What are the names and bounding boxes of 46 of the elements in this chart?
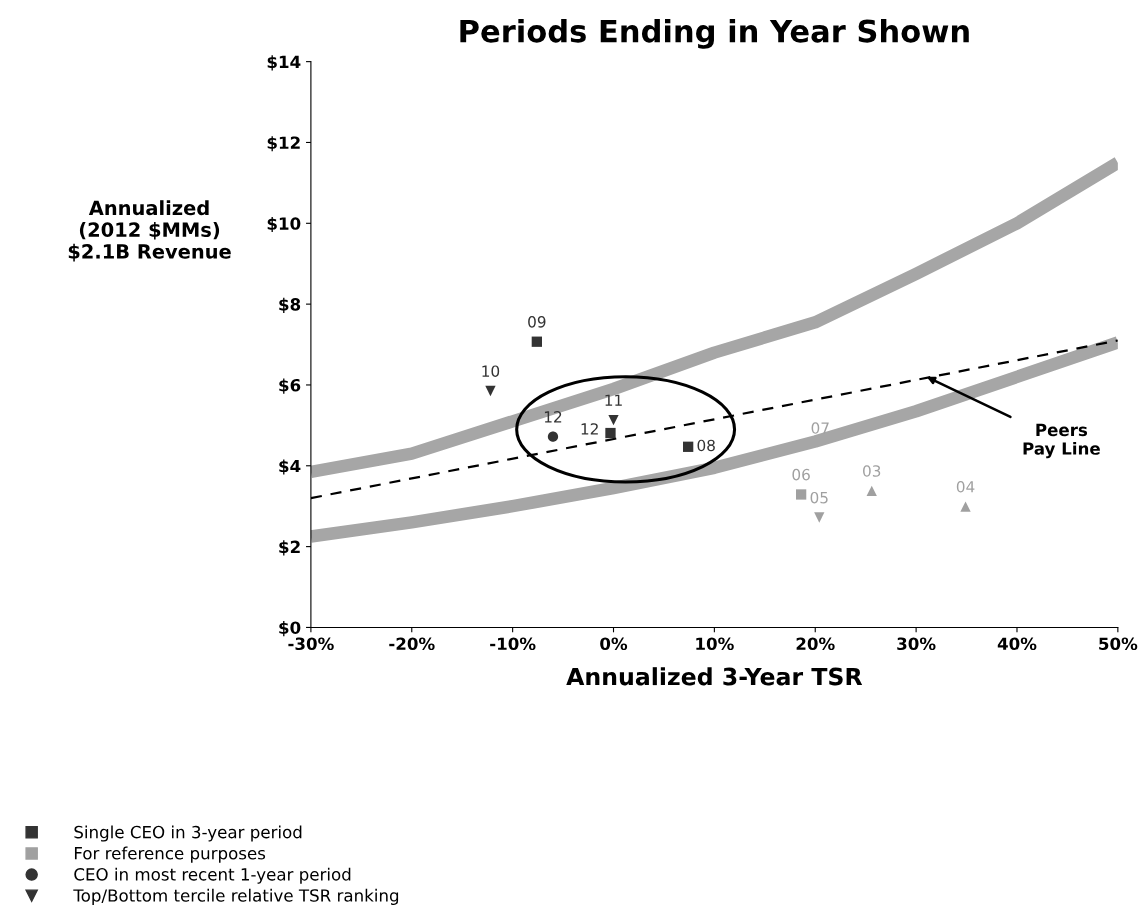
x-tick-label: -20% [389,637,435,651]
y-tick-label: $2 [279,540,300,556]
point [608,414,619,426]
annotation: 09 [528,316,546,328]
annotation: 11 [605,394,622,406]
y-tick-label: $8 [279,297,301,313]
point [547,431,559,442]
point [814,512,825,523]
annotation: 08 [697,439,715,452]
y-tick-label: $6 [279,378,301,394]
x-tick-label: -10% [490,637,536,651]
legend-label: CEO in most recent 1-year period [74,867,351,884]
x-tick-label: 20% [796,637,835,651]
legend-label: Top/Bottom tercile relative TSR ranking [73,888,399,905]
annotation: 03 [863,465,881,477]
point [531,336,542,347]
x-tick-label: 40% [997,637,1037,651]
y-tick-label: $10 [267,216,301,233]
annotation: 06 [792,468,810,481]
x-tick-label: 0% [600,637,628,651]
annotation: 10 [482,365,500,377]
chart-title: Periods Ending in Year Shown [460,18,969,49]
x-axis-title: Annualized 3-Year TSR [566,667,863,686]
point [795,489,807,500]
y-tick-label: $4 [279,459,301,475]
point [485,385,496,397]
annotation: 12 [581,423,598,435]
point [683,441,694,452]
annotation: 12 [544,411,562,423]
y-tick-label: $0 [279,621,301,637]
legend-label: Single CEO in 3-year period [74,825,302,842]
annotation: 05 [810,491,828,504]
legend-label: For reference purposes [74,846,266,863]
y-tick-label: $14 [267,55,301,71]
annotation: Peers Pay Line [1023,423,1100,459]
x-tick-label: 30% [897,637,936,651]
point [605,427,616,439]
point [866,485,877,496]
y-tick-label: $12 [267,136,300,152]
point [960,501,971,512]
annotation: 07 [811,422,829,434]
x-tick-label: -30% [288,637,334,651]
y-axis-title: Annualized (2012 $MMs) $2.1B Revenue [68,200,231,262]
annotation: 04 [956,480,975,493]
x-tick-label: 10% [696,637,734,651]
x-tick-label: 50% [1099,637,1138,651]
